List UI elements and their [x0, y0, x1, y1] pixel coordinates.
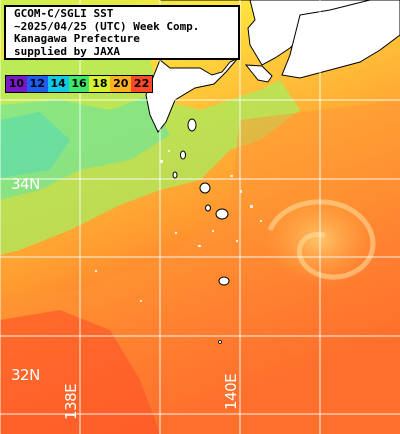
- island-mikura: [205, 204, 211, 212]
- legend-14: 14: [47, 76, 69, 92]
- island-niijima: [172, 171, 178, 179]
- cloud-speckles: [95, 150, 262, 302]
- island-hachijo: [215, 208, 229, 220]
- island-miyake: [199, 182, 211, 194]
- legend-20: 20: [110, 76, 132, 92]
- island-toshima: [180, 150, 186, 160]
- title-line-1: GCOM-C/SGLI SST: [14, 7, 114, 20]
- title-line-2: ~2025/04/25 (UTC) Week Comp.: [14, 19, 200, 33]
- title-box: GCOM-C/SGLI SST ~2025/04/25 (UTC) Week C…: [4, 5, 240, 60]
- eddy-swirl: [267, 199, 376, 280]
- cold-band: [0, 95, 170, 200]
- title-line-3: Kanagawa Prefecture: [14, 32, 140, 45]
- land-northeast: [281, 0, 400, 79]
- teal-patch: [0, 112, 70, 178]
- legend-18: 18: [89, 76, 111, 92]
- legend-10: 10: [6, 76, 27, 92]
- legend-16: 16: [68, 76, 90, 92]
- island-aogashima: [218, 276, 230, 286]
- island-oshima: [187, 118, 197, 132]
- land-boso: [244, 64, 273, 83]
- lon-label-138e: 138E: [62, 383, 80, 420]
- lat-label-32n: 32N: [11, 366, 40, 384]
- legend-12: 12: [26, 76, 48, 92]
- legend-22: 22: [131, 76, 153, 92]
- lat-label-34n: 34N: [11, 175, 40, 193]
- lon-label-140e: 140E: [222, 373, 240, 410]
- land-izu-peninsula: [145, 57, 239, 133]
- temperature-legend: 10 12 14 16 18 20 22: [5, 75, 153, 93]
- island-small: [218, 340, 222, 344]
- title-line-4: supplied by JAXA: [14, 44, 120, 58]
